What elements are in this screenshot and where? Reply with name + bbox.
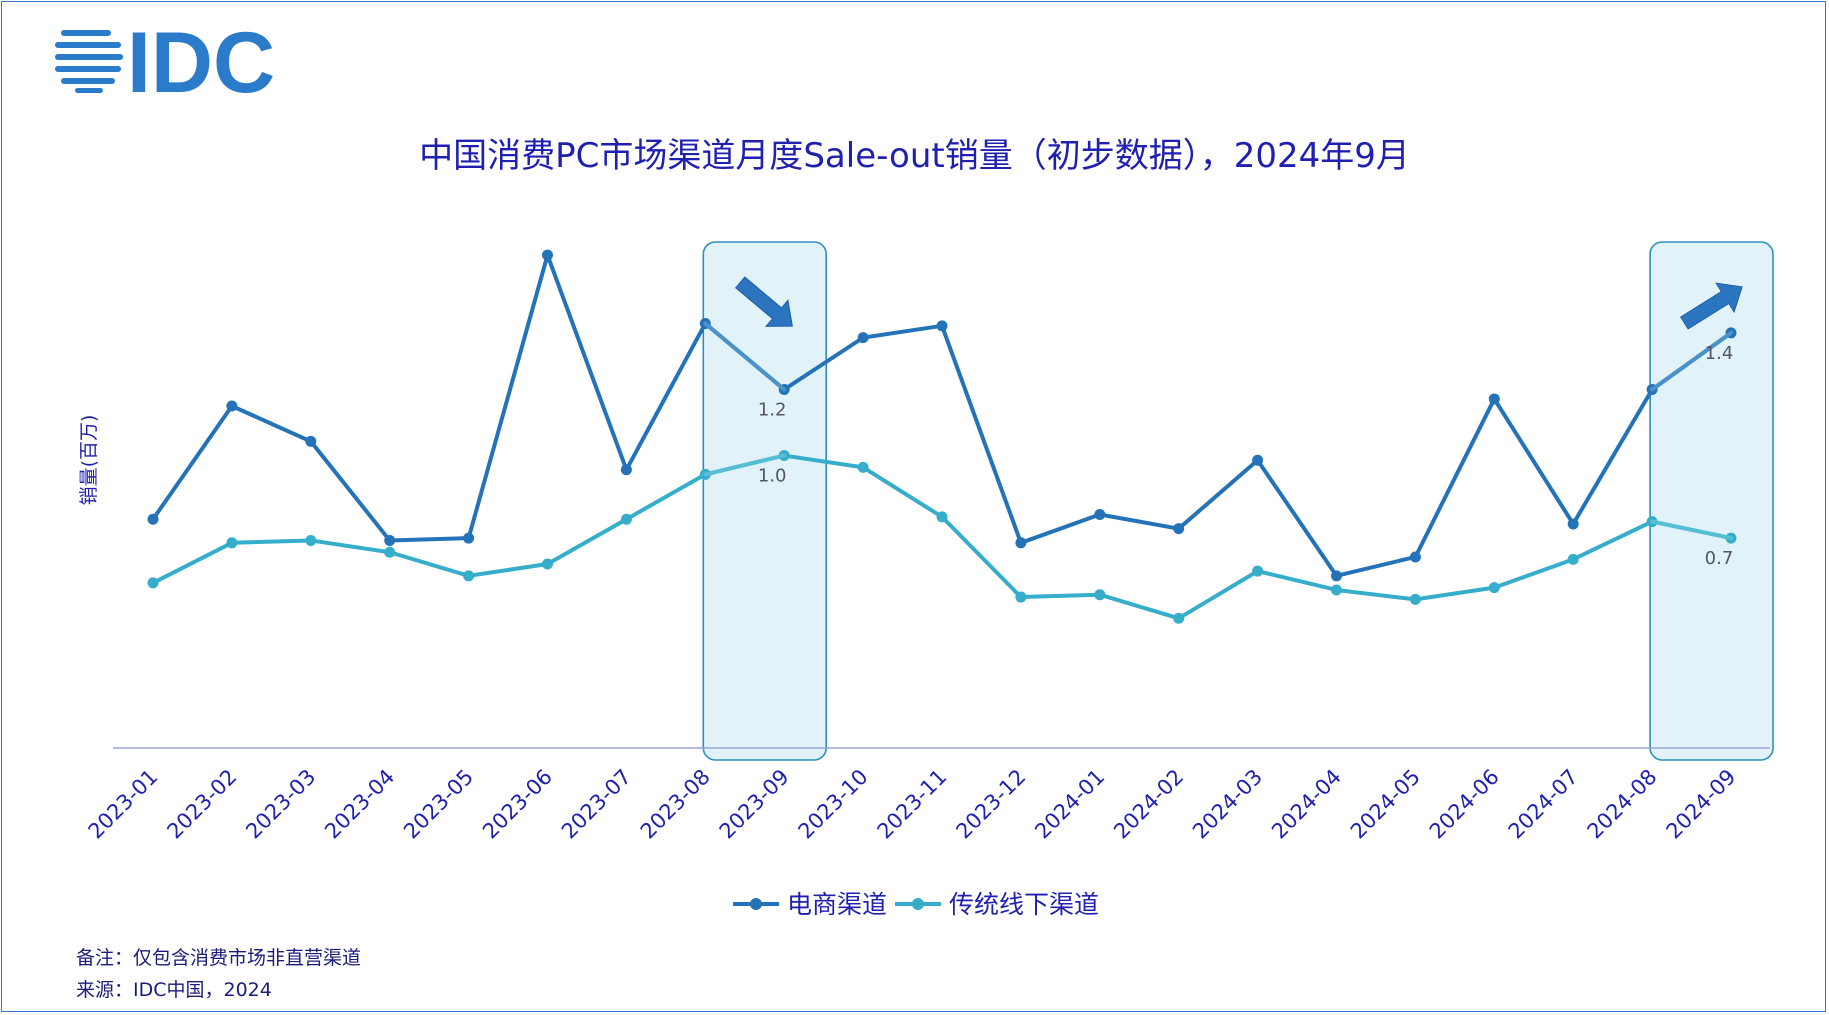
x-tick-label: 2023-05	[399, 765, 478, 844]
legend-marker-1	[912, 898, 924, 910]
data-point	[147, 577, 159, 589]
highlight-segment	[703, 453, 787, 477]
x-tick-label: 2024-05	[1346, 765, 1425, 844]
x-tick-labels: 2023-01 2023-02 2023-03 2023-04 2023-05 2023-…	[84, 765, 1741, 844]
footnote-source: 来源：IDC中国，2024	[76, 979, 272, 1001]
data-point	[936, 320, 948, 332]
x-tick-label: 2024-08	[1583, 765, 1662, 844]
data-label: 0.7	[1705, 548, 1734, 569]
data-point	[542, 558, 553, 570]
legend-marker-0	[750, 898, 762, 910]
x-tick-label: 2024-02	[1109, 765, 1188, 844]
data-point	[1015, 537, 1027, 549]
data-point	[463, 570, 475, 582]
x-tick-label: 2023-06	[478, 765, 557, 844]
data-point	[1409, 551, 1421, 563]
x-tick-label: 2024-03	[1188, 765, 1267, 844]
data-point	[305, 534, 317, 546]
data-point	[147, 513, 159, 525]
x-tick-label: 2024-06	[1425, 765, 1504, 844]
x-tick-label: 2023-07	[557, 765, 636, 844]
data-point	[1252, 565, 1264, 577]
data-point	[1015, 591, 1027, 603]
data-point	[1173, 523, 1185, 535]
y-axis-label: 销量(百万)	[78, 415, 100, 506]
x-tick-label: 2024-01	[1030, 765, 1109, 844]
series-lines	[147, 249, 1737, 624]
x-tick-label: 2023-12	[951, 765, 1030, 844]
data-label: 1.0	[758, 466, 787, 487]
data-point	[542, 249, 553, 261]
highlight-segment	[703, 321, 787, 392]
x-tick-label: 2024-07	[1504, 765, 1583, 844]
data-point	[226, 400, 238, 412]
footnote-note: 备注：仅包含消费市场非直营渠道	[76, 947, 362, 969]
data-point	[620, 464, 632, 476]
data-point	[226, 537, 238, 549]
idc-globe-icon	[55, 30, 123, 93]
idc-logo-text: IDC	[127, 22, 275, 102]
data-point	[1094, 589, 1106, 601]
x-tick-label: 2023-11	[873, 765, 952, 844]
legend: 电商渠道 传统线下渠道	[733, 890, 1099, 919]
trend-arrows	[735, 276, 1743, 330]
highlight-box-0	[702, 241, 827, 761]
x-tick-label: 2023-08	[636, 765, 715, 844]
x-tick-label: 2023-02	[162, 765, 241, 844]
arrow-shape	[1680, 282, 1743, 330]
series-line-0	[151, 253, 1733, 578]
arrow-shape	[735, 276, 793, 327]
data-point	[1331, 584, 1342, 596]
data-point	[384, 534, 396, 546]
arrow-down-icon	[735, 276, 793, 327]
data-point	[463, 532, 475, 544]
data-point	[857, 461, 869, 473]
chart-title: 中国消费PC市场渠道月度Sale-out销量（初步数据），2024年9月	[419, 136, 1410, 176]
data-labels: 1.2 1.0 1.4 0.7	[758, 343, 1733, 569]
data-point	[384, 546, 396, 558]
x-tick-label: 2023-04	[320, 765, 399, 844]
data-point	[1488, 393, 1500, 405]
x-tick-label: 2023-09	[715, 765, 794, 844]
idc-logo: IDC	[55, 22, 275, 102]
data-point	[1252, 454, 1264, 466]
data-point	[857, 332, 869, 344]
x-tick-label: 2023-03	[241, 765, 320, 844]
data-point	[620, 513, 632, 525]
highlight-boxes	[702, 241, 1774, 761]
highlight-segment	[1650, 519, 1733, 541]
x-tick-label: 2024-09	[1662, 765, 1741, 844]
x-tick-label: 2024-04	[1267, 765, 1346, 844]
x-tick-label: 2023-10	[794, 765, 873, 844]
x-tick-label: 2023-01	[84, 765, 163, 844]
legend-label-1: 传统线下渠道	[949, 890, 1099, 919]
data-point	[1488, 582, 1500, 594]
data-point	[1567, 553, 1579, 565]
highlight-segment	[1650, 330, 1733, 392]
data-point	[305, 435, 317, 447]
data-point	[1331, 570, 1342, 582]
data-point	[1567, 518, 1579, 530]
data-point	[1409, 593, 1421, 605]
highlight-box-1	[1649, 241, 1774, 761]
data-label: 1.4	[1705, 343, 1734, 364]
data-point	[1094, 509, 1106, 521]
data-point	[936, 511, 948, 523]
arrow-up-icon	[1680, 282, 1743, 330]
data-label: 1.2	[758, 400, 787, 421]
data-point	[1173, 612, 1185, 624]
legend-label-0: 电商渠道	[787, 890, 887, 919]
